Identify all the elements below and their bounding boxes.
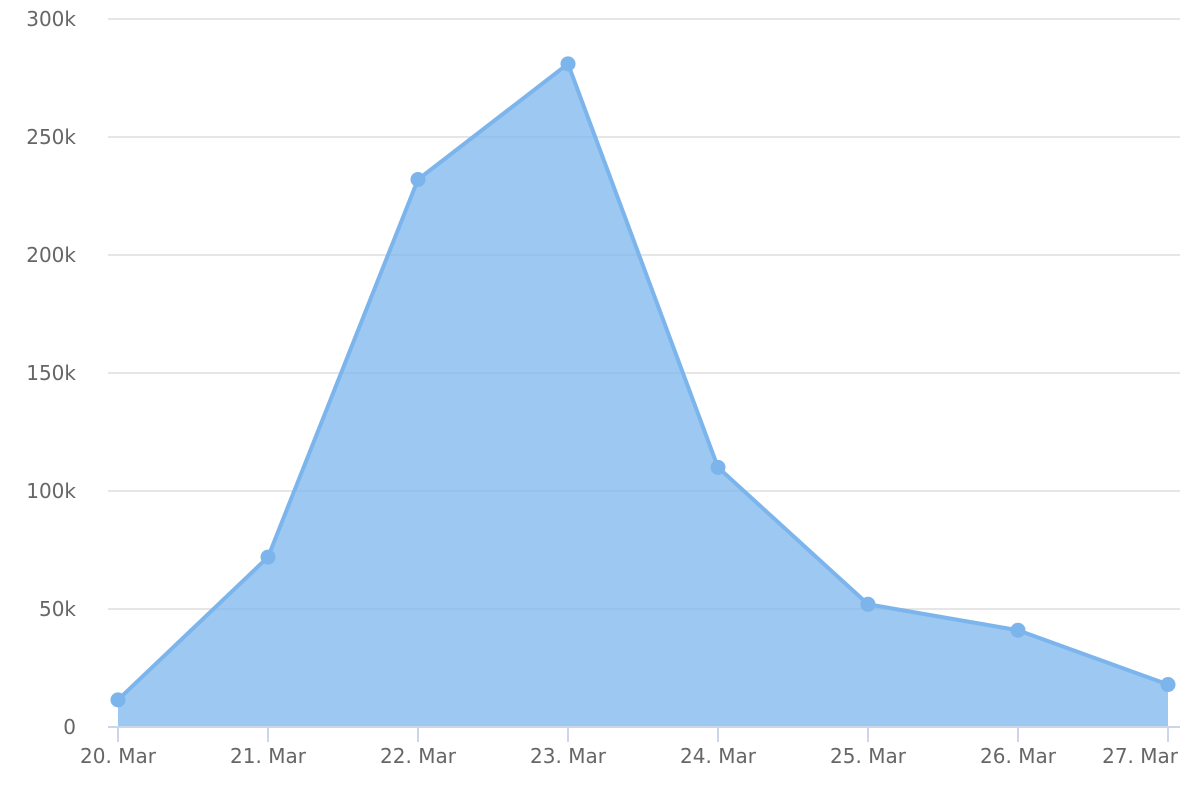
marker-layer — [110, 56, 1176, 708]
x-tick-label: 25. Mar — [830, 744, 907, 768]
y-tick-label: 50k — [39, 597, 76, 621]
y-tick-label: 150k — [26, 361, 76, 385]
data-point[interactable] — [260, 549, 276, 565]
data-point[interactable] — [860, 596, 876, 612]
x-tick-label: 24. Mar — [680, 744, 757, 768]
x-tick-label: 23. Mar — [530, 744, 607, 768]
x-tick-label: 26. Mar — [980, 744, 1057, 768]
y-tick-label: 200k — [26, 243, 76, 267]
data-point[interactable] — [560, 56, 576, 72]
data-point[interactable] — [110, 692, 126, 708]
y-tick-label: 100k — [26, 479, 76, 503]
x-tick-label: 20. Mar — [80, 744, 157, 768]
y-tick-label: 250k — [26, 125, 76, 149]
x-tick-label: 21. Mar — [230, 744, 307, 768]
series-line — [116, 61, 1170, 702]
x-tick-label: 27. Mar — [1102, 744, 1179, 768]
area-layer — [116, 61, 1170, 727]
series-area — [118, 63, 1168, 727]
label-layer: 0 50k 100k 150k 200k 250k 300k 20. Mar 21. Mar 22… — [26, 7, 1179, 768]
axis-layer — [108, 726, 1180, 742]
data-point[interactable] — [410, 171, 426, 187]
y-tick-label: 300k — [26, 7, 76, 31]
data-point[interactable] — [1160, 677, 1176, 693]
y-tick-label: 0 — [63, 715, 76, 739]
x-tick-label: 22. Mar — [380, 744, 457, 768]
data-point[interactable] — [710, 459, 726, 475]
data-point[interactable] — [1010, 622, 1026, 638]
